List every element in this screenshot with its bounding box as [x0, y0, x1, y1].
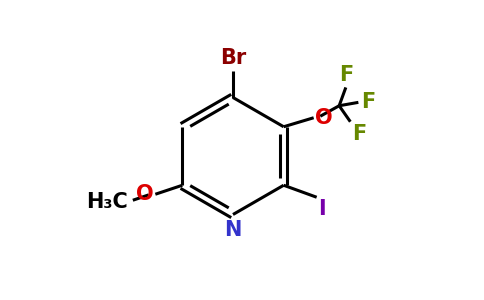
Text: Br: Br [220, 48, 246, 68]
Text: I: I [318, 199, 326, 219]
Text: N: N [224, 220, 242, 240]
Text: F: F [361, 92, 375, 112]
Text: O: O [136, 184, 154, 204]
Text: F: F [352, 124, 366, 144]
Text: F: F [339, 65, 353, 85]
Text: H₃C: H₃C [87, 192, 128, 212]
Text: O: O [315, 108, 333, 128]
